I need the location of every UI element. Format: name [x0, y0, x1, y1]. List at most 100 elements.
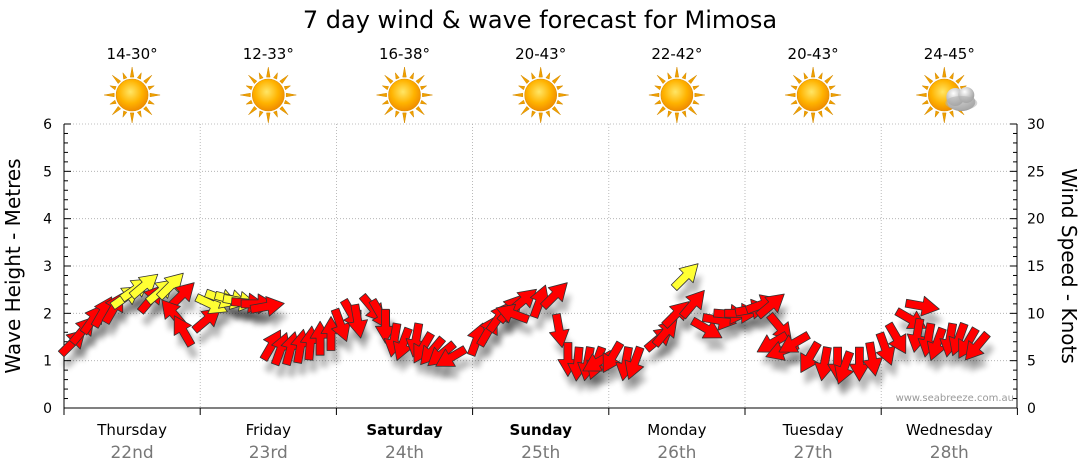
- day-name-label: Monday: [647, 421, 706, 439]
- sun-rays: [785, 66, 842, 124]
- wind-arrow: [128, 273, 159, 300]
- y-tick-label-left: 3: [43, 259, 52, 275]
- y-tick-label-left: 6: [43, 117, 52, 133]
- y-tick-label-left: 2: [43, 306, 52, 322]
- wind-arrow: [834, 350, 855, 385]
- y-tick-label-right: 20: [1027, 212, 1045, 228]
- axes: 0 1 2 3 4 5 6 0 5 10 15 20 25 30: [43, 117, 1045, 417]
- wind-arrow-shadow: [804, 353, 826, 385]
- grid-lines: [64, 123, 1017, 408]
- sun-icon: [104, 66, 161, 124]
- wind-arrow: [529, 284, 550, 319]
- wind-arrow: [778, 331, 811, 353]
- wind-arrow: [875, 331, 896, 366]
- wind-arrow-shadow: [853, 359, 874, 394]
- wind-shadows: [62, 275, 995, 397]
- wind-arrow-shadow: [195, 320, 225, 346]
- wind-arrow-shadow: [439, 357, 472, 379]
- y-tick-label-left: 5: [43, 164, 52, 180]
- day-name-label: Sunday: [510, 421, 573, 439]
- day-date-label: 24th: [385, 443, 424, 463]
- wind-arrow: [540, 282, 568, 310]
- sun-icon: [648, 66, 705, 124]
- wind-arrow: [862, 341, 883, 377]
- partly-cloudy-icon: [916, 66, 978, 124]
- wind-arrow: [392, 326, 413, 361]
- sun-disc: [796, 78, 830, 112]
- wind-arrow: [602, 340, 625, 373]
- day-date-label: 28th: [930, 443, 969, 463]
- sun-disc: [660, 78, 694, 112]
- sun-icon: [512, 66, 569, 124]
- y-axis-right-title: Wind Speed - Knots: [1057, 168, 1080, 364]
- sun-rays: [104, 66, 161, 124]
- wind-arrow-shadow: [656, 330, 682, 360]
- wind-arrow-shadow: [782, 343, 815, 365]
- wind-arrow: [383, 322, 405, 358]
- wind-arrow: [670, 263, 699, 291]
- temperature-range: 12-33°: [243, 45, 294, 63]
- wind-arrow: [800, 340, 822, 373]
- wind-arrow: [965, 330, 991, 361]
- wind-arrow: [173, 315, 196, 348]
- sun-icon: [785, 66, 842, 124]
- wind-arrow: [906, 317, 928, 353]
- wind-arrow: [549, 313, 570, 349]
- wind-arrow: [330, 307, 351, 342]
- sun-rays: [376, 66, 433, 124]
- wind-arrow: [926, 326, 947, 361]
- sun-icon: [376, 66, 433, 124]
- wind-arrow: [156, 272, 184, 301]
- sun-disc: [115, 78, 149, 112]
- wind-arrow: [495, 303, 530, 324]
- day-name-label: Friday: [246, 421, 292, 439]
- wind-arrows: [57, 263, 991, 385]
- sun-disc: [524, 78, 558, 112]
- temperature-range: 22-42°: [651, 45, 702, 63]
- temperature-range: 16-38°: [379, 45, 430, 63]
- day-name-label: Tuesday: [782, 421, 844, 439]
- wind-arrow: [624, 345, 645, 380]
- y-tick-label-left: 4: [43, 212, 52, 228]
- wind-arrow: [435, 345, 468, 367]
- sun-rays: [240, 66, 297, 124]
- y-tick-label-right: 30: [1027, 117, 1045, 133]
- y-tick-label-left: 1: [43, 354, 52, 370]
- day-name-label: Thursday: [96, 421, 167, 439]
- watermark: www.seabreeze.com.au: [896, 393, 1014, 404]
- y-axis-left-title: Wave Height - Metres: [1, 158, 25, 373]
- day-date-label: 25th: [521, 443, 560, 463]
- temperature-range: 14-30°: [107, 45, 158, 63]
- weather-row: 14-30° 12-33° 16-38° 20-43° 22-42° 20-43° 24-4…: [104, 45, 978, 124]
- temperature-range: 20-43°: [515, 45, 566, 63]
- wind-arrow-shadow: [694, 329, 726, 350]
- wind-arrow: [651, 318, 678, 348]
- wind-arrow: [690, 316, 723, 339]
- wind-arrow: [249, 296, 285, 317]
- wind-arrow: [904, 295, 940, 317]
- wind-arrow-shadow: [969, 343, 995, 372]
- wind-arrow-shadow: [571, 358, 592, 394]
- temperature-range: 24-45°: [924, 45, 975, 63]
- wind-arrow: [191, 307, 221, 334]
- wind-arrow: [679, 289, 705, 320]
- wind-arrow: [917, 322, 939, 358]
- wind-arrow: [849, 346, 870, 382]
- y-tick-label-right: 5: [1027, 354, 1036, 370]
- y-tick-label-right: 0: [1027, 401, 1036, 417]
- chart-title: 7 day wind & wave forecast for Mimosa: [303, 6, 777, 34]
- wind-arrow: [755, 293, 785, 320]
- sun-disc: [388, 78, 421, 112]
- day-date-label: 22nd: [110, 443, 153, 463]
- wind-arrow: [884, 321, 907, 354]
- day-name-label: Wednesday: [906, 421, 993, 439]
- sun-disc: [251, 78, 285, 112]
- y-tick-label-right: 15: [1027, 259, 1045, 275]
- y-tick-label-left: 0: [43, 401, 52, 417]
- day-labels: Thursday 22nd Friday 23rd Saturday 24th Sunday…: [96, 421, 993, 463]
- temperature-range: 20-43°: [788, 45, 839, 63]
- sun-icon: [240, 66, 297, 124]
- wind-arrow-shadow: [675, 275, 703, 303]
- day-date-label: 27th: [794, 443, 833, 463]
